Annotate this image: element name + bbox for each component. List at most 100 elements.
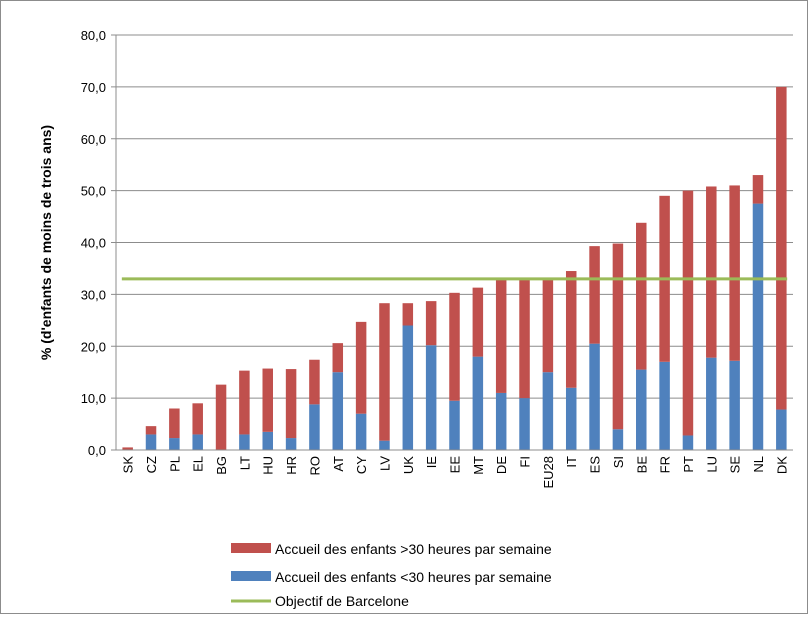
- bar-over-30h-AT: [332, 343, 344, 373]
- bar-under-30h-UK: [402, 325, 414, 450]
- bar-over-30h-UK: [402, 303, 414, 326]
- x-tick-label: UK: [401, 456, 416, 474]
- x-tick-label: ES: [588, 456, 603, 474]
- y-tick-label: 50,0: [81, 184, 106, 199]
- bar-under-30h-EE: [449, 400, 460, 450]
- legend-label: Accueil des enfants <30 heures par semai…: [275, 569, 552, 585]
- bar-over-30h-ES: [589, 246, 600, 344]
- bar-over-30h-PT: [682, 190, 694, 436]
- bar-under-30h-SE: [729, 360, 740, 450]
- bar-over-30h-LV: [379, 303, 390, 441]
- legend-swatch: [231, 543, 271, 553]
- x-tick-label: BG: [214, 456, 229, 475]
- bar-under-30h-PL: [169, 438, 180, 450]
- y-tick-label: 80,0: [81, 28, 106, 43]
- bar-over-30h-LT: [239, 370, 250, 435]
- bar-under-30h-LV: [379, 440, 390, 450]
- x-tick-label: IE: [424, 456, 439, 469]
- bar-over-30h-DE: [495, 279, 507, 393]
- bar-over-30h-BG: [215, 384, 227, 450]
- x-tick-label: LT: [237, 456, 252, 470]
- y-tick-label: 10,0: [81, 391, 106, 406]
- bar-over-30h-RO: [309, 359, 320, 405]
- bar-under-30h-DE: [495, 392, 507, 450]
- bar-over-30h-IT: [565, 271, 577, 388]
- bar-over-30h-HR: [285, 369, 297, 439]
- x-tick-label: FI: [518, 456, 533, 468]
- y-tick-label: 0,0: [88, 443, 106, 458]
- x-tick-label: NL: [751, 456, 766, 473]
- legend-label: Accueil des enfants >30 heures par semai…: [275, 541, 552, 557]
- bar-over-30h-DK: [776, 86, 787, 410]
- x-tick-label: HU: [261, 456, 276, 475]
- y-tick-label: 60,0: [81, 132, 106, 147]
- bar-over-30h-CZ: [145, 426, 157, 435]
- bar-over-30h-HU: [262, 368, 273, 432]
- bar-under-30h-IE: [425, 345, 437, 450]
- bar-under-30h-SI: [612, 429, 624, 450]
- bar-over-30h-SK: [122, 447, 133, 450]
- bar-over-30h-EU28: [542, 278, 554, 373]
- x-tick-label: FR: [658, 456, 673, 473]
- x-tick-label: LV: [377, 456, 392, 471]
- x-tick-label: MT: [471, 456, 486, 475]
- bar-over-30h-CY: [355, 321, 367, 414]
- bar-over-30h-SE: [729, 185, 740, 361]
- x-tick-label: EU28: [541, 456, 556, 489]
- gridlines: [116, 34, 793, 451]
- bar-under-30h-HR: [285, 438, 297, 450]
- bar-over-30h-NL: [752, 175, 764, 204]
- x-tick-label: EL: [191, 456, 206, 472]
- y-tick-label: 70,0: [81, 80, 106, 95]
- bar-under-30h-FR: [659, 361, 670, 450]
- bar-under-30h-LU: [706, 357, 717, 450]
- axes: [115, 35, 793, 451]
- legend: Accueil des enfants >30 heures par semai…: [231, 541, 552, 609]
- bar-over-30h-MT: [472, 287, 484, 357]
- x-tick-label: PT: [681, 456, 696, 473]
- bar-over-30h-SI: [612, 243, 624, 430]
- x-tick-label: LU: [704, 456, 719, 473]
- bar-under-30h-CZ: [145, 434, 157, 450]
- bar-under-30h-NL: [752, 203, 764, 450]
- bar-under-30h-FI: [519, 398, 530, 450]
- y-axis-ticks: 0,0 10,0 20,0 30,0 40,0 50,0 60,0 70,0 80,0: [81, 28, 116, 458]
- bar-under-30h-PT: [682, 435, 694, 450]
- y-tick-label: 40,0: [81, 236, 106, 251]
- x-tick-label: DE: [494, 456, 509, 474]
- legend-label: Objectif de Barcelone: [275, 593, 409, 609]
- bar-under-30h-IT: [565, 387, 577, 450]
- bar-under-30h-ES: [589, 343, 600, 450]
- x-tick-label: EE: [448, 456, 463, 474]
- bar-under-30h-DK: [776, 409, 787, 450]
- x-tick-label: SK: [121, 456, 136, 474]
- x-tick-label: BE: [634, 456, 649, 474]
- bars: [122, 86, 787, 450]
- bar-over-30h-BE: [636, 222, 647, 370]
- x-tick-label: RO: [307, 456, 322, 476]
- x-axis-ticks: SK CZ PL EL BG LT HU HR RO AT CY LV UK IE EE MT DE FI EU28…: [121, 456, 790, 489]
- x-tick-label: CY: [354, 456, 369, 474]
- y-tick-label: 20,0: [81, 339, 106, 354]
- bar-under-30h-LT: [239, 434, 250, 450]
- bar-over-30h-FI: [519, 278, 530, 399]
- y-tick-label: 30,0: [81, 287, 106, 302]
- bar-under-30h-BE: [636, 369, 647, 450]
- bar-under-30h-EL: [192, 434, 203, 450]
- x-tick-label: IT: [564, 456, 579, 468]
- bar-under-30h-EU28: [542, 372, 554, 450]
- bar-under-30h-CY: [355, 413, 367, 450]
- bar-over-30h-EE: [449, 292, 460, 401]
- x-tick-label: DK: [774, 456, 789, 474]
- bar-over-30h-EL: [192, 403, 203, 435]
- bar-under-30h-AT: [332, 372, 344, 450]
- x-tick-label: CZ: [144, 456, 159, 473]
- x-tick-label: PL: [167, 456, 182, 472]
- bar-under-30h-HU: [262, 431, 273, 450]
- x-tick-label: HR: [284, 456, 299, 475]
- y-axis-label: % (d'enfants de moins de trois ans): [38, 125, 54, 360]
- legend-swatch: [231, 571, 271, 581]
- bar-over-30h-PL: [169, 408, 180, 439]
